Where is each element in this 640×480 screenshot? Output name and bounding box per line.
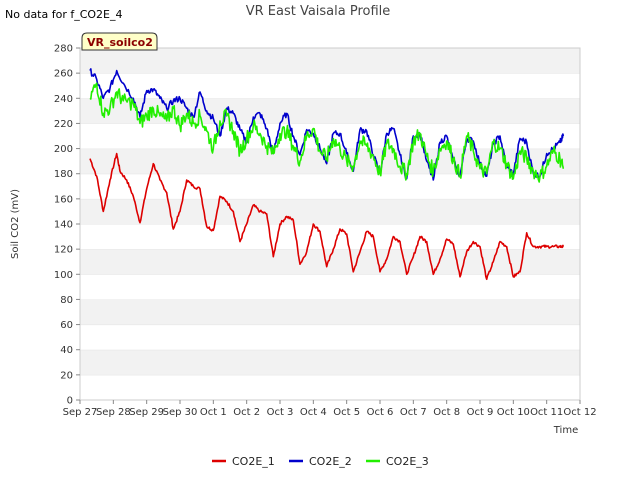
y-tick-label: 160 (54, 194, 73, 205)
y-tick-label: 220 (54, 119, 73, 130)
grid-band (80, 324, 580, 350)
y-tick-label: 260 (54, 69, 73, 80)
grid-bands (80, 47, 580, 400)
y-axis-label: Soil CO2 (mV) (10, 189, 21, 259)
grid-band (80, 249, 580, 275)
x-tick-label: Oct 10 (497, 407, 530, 418)
x-tick-label: Oct 5 (333, 407, 360, 418)
x-tick-label: Oct 4 (300, 407, 327, 418)
legend-label: CO2E_1 (232, 455, 275, 468)
y-tick-label: 40 (60, 345, 73, 356)
x-tick-label: Oct 7 (400, 407, 427, 418)
grid-band (80, 374, 580, 400)
grid-band (80, 299, 580, 325)
y-tick-label: 100 (54, 270, 73, 281)
series-line-co2e-3 (89, 82, 565, 183)
x-tick-label: Oct 12 (563, 407, 596, 418)
grid-band (80, 98, 580, 124)
x-tick-label: Oct 6 (367, 407, 394, 418)
grid-band (80, 73, 580, 99)
y-tick-label: 140 (54, 220, 73, 231)
x-tick-label: Oct 9 (467, 407, 494, 418)
site-badge-label: VR_soilco2 (87, 36, 153, 49)
grid-band (80, 198, 580, 224)
x-tick-label: Oct 3 (267, 407, 294, 418)
y-tick-label: 120 (54, 245, 73, 256)
y-tick-label: 240 (54, 94, 73, 105)
grid-band (80, 173, 580, 199)
x-tick-label: Sep 27 (63, 407, 98, 418)
x-axis-label: Time (553, 425, 578, 436)
legend: CO2E_1 CO2E_2 CO2E_3 (212, 455, 429, 468)
y-tick-label: 60 (60, 320, 73, 331)
legend-label: CO2E_3 (386, 455, 429, 468)
y-tick-label: 200 (54, 144, 73, 155)
grid-band (80, 349, 580, 375)
grid-band (80, 48, 580, 74)
site-badge: VR_soilco2 (81, 32, 158, 51)
x-tick-label: Oct 8 (433, 407, 460, 418)
x-tick-label: Sep 29 (129, 407, 164, 418)
y-tick-label: 0 (67, 396, 73, 407)
x-tick-label: Oct 2 (233, 407, 260, 418)
y-tick-label: 20 (60, 370, 73, 381)
series-line-co2e-1 (89, 152, 565, 281)
x-tick-label: Oct 1 (200, 407, 227, 418)
y-tick-label: 180 (54, 169, 73, 180)
y-tick-label: 280 (54, 44, 73, 55)
x-tick-label: Oct 11 (530, 407, 563, 418)
y-axis-ticks: 0 20 40 60 80 100 120 140 160 180 200 220 240 260 280 (54, 44, 80, 407)
chart-title: VR East Vaisala Profile (246, 4, 391, 19)
no-data-note: No data for f_CO2E_4 (5, 8, 123, 21)
site-badge-box (81, 32, 158, 51)
x-tick-label: Sep 30 (163, 407, 198, 418)
grid-band (80, 224, 580, 250)
y-tick-label: 80 (60, 295, 73, 306)
series-layer (89, 68, 565, 281)
legend-label: CO2E_2 (309, 455, 352, 468)
grid-band (80, 274, 580, 300)
x-tick-label: Sep 28 (96, 407, 131, 418)
